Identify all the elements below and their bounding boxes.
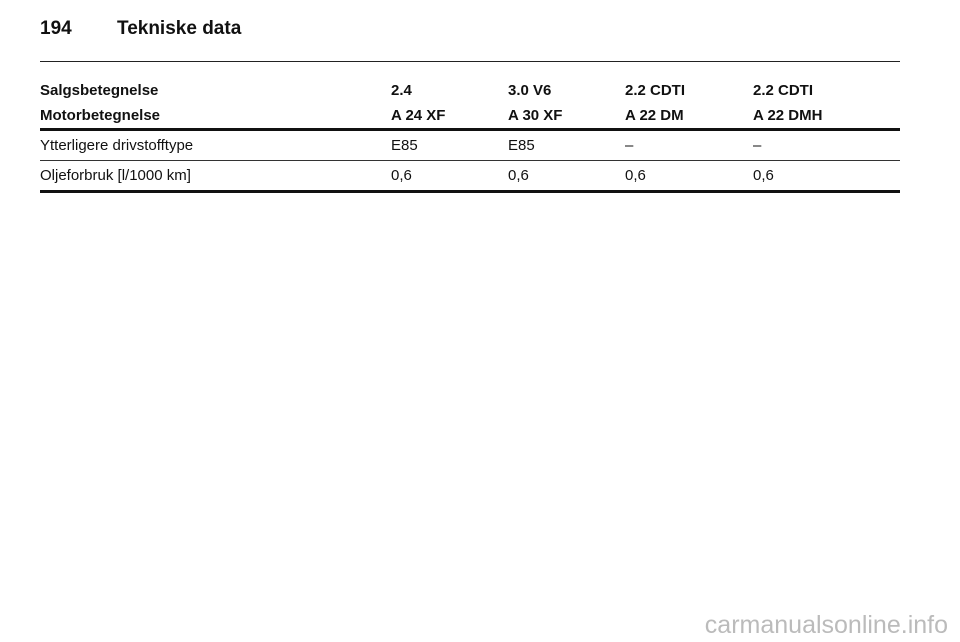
- table-cell: 0,6: [508, 160, 625, 193]
- header-rule: [40, 61, 900, 62]
- table-cell: Oljeforbruk [l/1000 km]: [40, 160, 391, 193]
- page-title: Tekniske data: [117, 18, 242, 39]
- table-cell: A 22 DM: [625, 103, 753, 131]
- data-table: Salgsbetegnelse 2.4 3.0 V6 2.2 CDTI 2.2 CDTI…: [40, 78, 900, 193]
- table-cell: 3.0 V6: [508, 82, 552, 99]
- table-cell: 0,6: [753, 160, 900, 193]
- table-cell: –: [753, 129, 900, 161]
- table-cell: Ytterligere drivstofftype: [40, 129, 391, 161]
- table-cell: 2.2 CDTI: [753, 82, 814, 99]
- table-cell: –: [625, 129, 753, 161]
- table-cell: E85: [391, 129, 508, 161]
- table-cell: A 24 XF: [391, 103, 508, 131]
- page-header: 194 Tekniske data: [40, 18, 241, 40]
- table-cell: 2.2 CDTI: [625, 82, 686, 99]
- table-cell: 2.4: [391, 82, 412, 99]
- watermark: carmanualsonline.info: [704, 611, 948, 639]
- table-cell: 0,6: [625, 160, 753, 193]
- table-row: Motorbetegnelse A 24 XF A 30 XF A 22 DM A 22…: [40, 103, 900, 131]
- table-row: Ytterligere drivstofftype E85 E85– –: [40, 129, 900, 161]
- table-cell: A 30 XF: [508, 103, 625, 131]
- table-cell: 0,6: [391, 160, 508, 193]
- table-row: Salgsbetegnelse 2.4 3.0 V6 2.2 CDTI 2.2 CDTI: [40, 78, 900, 103]
- page-number: 194: [40, 18, 72, 39]
- table-cell: A 22 DMH: [753, 103, 900, 131]
- table-row: Oljeforbruk [l/1000 km] 0,6 0,6 0,6 0,6: [40, 160, 900, 193]
- table-cell: E85: [508, 129, 625, 161]
- table-cell: Salgsbetegnelse: [40, 82, 159, 99]
- table-cell: Motorbetegnelse: [40, 103, 391, 131]
